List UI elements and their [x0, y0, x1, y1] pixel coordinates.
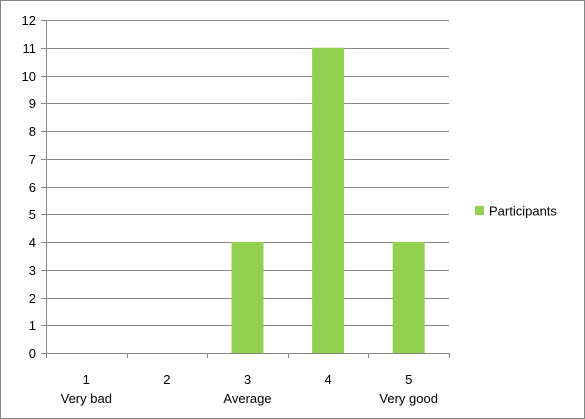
legend: Participants — [475, 204, 557, 219]
y-tick-label: 5 — [29, 207, 36, 222]
y-tick-label: 1 — [29, 318, 36, 333]
x-tick-label: 1 — [83, 372, 90, 387]
x-tick-sublabel: Very good — [379, 391, 438, 406]
y-tick-label: 4 — [29, 235, 36, 250]
x-axis-ticks: 1 Very bad 2 3 Average 4 5 Very good — [46, 353, 450, 406]
bar-5 — [392, 242, 425, 353]
y-tick-label: 11 — [23, 41, 37, 56]
bars — [231, 47, 425, 353]
axes — [46, 20, 449, 354]
x-tick-label: 2 — [163, 372, 170, 387]
y-tick-label: 8 — [29, 124, 36, 139]
legend-label-participants: Participants — [489, 204, 557, 219]
x-tick-label: 4 — [324, 372, 331, 387]
y-tick-label: 0 — [29, 346, 36, 361]
y-tick-label: 3 — [29, 263, 36, 278]
y-tick-label: 7 — [29, 152, 36, 167]
y-tick-label: 6 — [29, 180, 36, 195]
x-tick-sublabel: Average — [223, 391, 271, 406]
legend-swatch-participants — [475, 206, 484, 215]
y-tick-label: 9 — [29, 96, 36, 111]
bar-3 — [231, 242, 264, 353]
x-tick-sublabel: Very bad — [61, 391, 112, 406]
bar-4 — [312, 47, 345, 353]
y-tick-label: 12 — [22, 13, 36, 28]
x-tick-label: 5 — [405, 372, 412, 387]
y-tick-label: 10 — [22, 69, 36, 84]
gridlines — [46, 20, 449, 326]
x-tick-label: 3 — [244, 372, 251, 387]
y-tick-label: 2 — [29, 291, 36, 306]
